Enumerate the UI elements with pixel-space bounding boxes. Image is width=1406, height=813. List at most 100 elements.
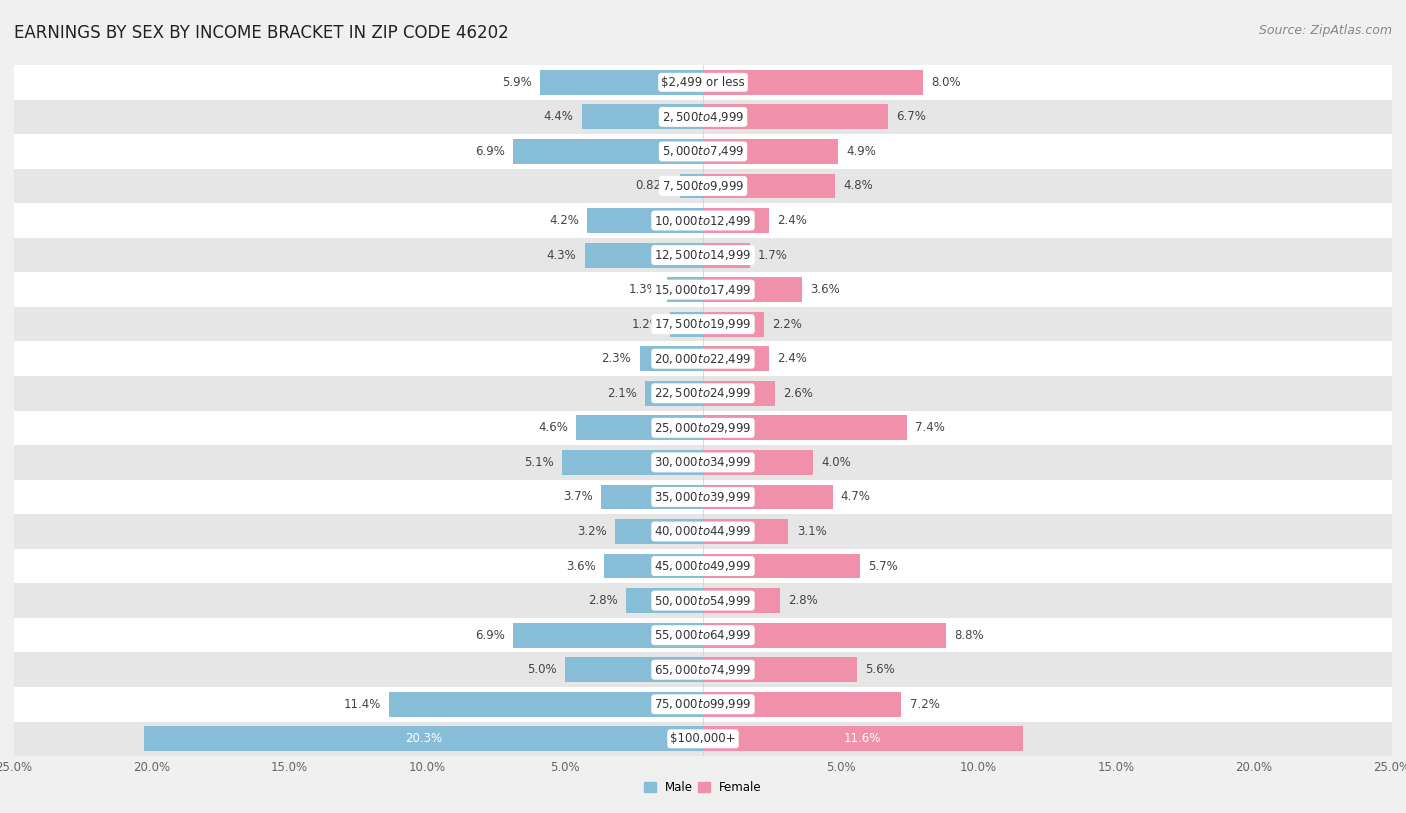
Text: 0.82%: 0.82%: [636, 180, 672, 193]
Bar: [626, 588, 703, 613]
Text: $7,500 to $9,999: $7,500 to $9,999: [662, 179, 744, 193]
Bar: [14, 687, 1392, 722]
Text: 4.8%: 4.8%: [844, 180, 873, 193]
Bar: [14, 168, 1392, 203]
Text: $40,000 to $44,999: $40,000 to $44,999: [654, 524, 752, 538]
Bar: [703, 657, 858, 682]
Bar: [14, 203, 1392, 237]
Bar: [703, 277, 803, 302]
Bar: [576, 415, 703, 441]
Bar: [603, 554, 703, 579]
Text: 5.1%: 5.1%: [524, 456, 554, 469]
Text: 4.9%: 4.9%: [846, 145, 876, 158]
Bar: [14, 549, 1392, 583]
Text: 2.8%: 2.8%: [789, 594, 818, 607]
Text: 5.0%: 5.0%: [527, 663, 557, 676]
Bar: [565, 657, 703, 682]
Bar: [14, 514, 1392, 549]
Bar: [14, 272, 1392, 307]
Legend: Male, Female: Male, Female: [640, 776, 766, 798]
Bar: [703, 346, 769, 372]
Bar: [14, 480, 1392, 514]
Bar: [14, 341, 1392, 376]
Bar: [703, 450, 813, 475]
Bar: [513, 623, 703, 648]
Bar: [14, 652, 1392, 687]
Text: 11.4%: 11.4%: [343, 698, 381, 711]
Bar: [14, 237, 1392, 272]
Text: 1.3%: 1.3%: [628, 283, 659, 296]
Text: $22,500 to $24,999: $22,500 to $24,999: [654, 386, 752, 400]
Text: 1.2%: 1.2%: [631, 318, 662, 331]
Text: $2,500 to $4,999: $2,500 to $4,999: [662, 110, 744, 124]
Bar: [143, 726, 703, 751]
Bar: [14, 618, 1392, 652]
Bar: [14, 411, 1392, 445]
Text: $50,000 to $54,999: $50,000 to $54,999: [654, 593, 752, 607]
Text: 2.6%: 2.6%: [783, 387, 813, 400]
Bar: [703, 588, 780, 613]
Bar: [588, 208, 703, 233]
Bar: [703, 208, 769, 233]
Text: 7.4%: 7.4%: [915, 421, 945, 434]
Text: 5.9%: 5.9%: [502, 76, 531, 89]
Text: 3.2%: 3.2%: [576, 525, 606, 538]
Text: 11.6%: 11.6%: [844, 733, 882, 746]
Text: 2.1%: 2.1%: [607, 387, 637, 400]
Text: 5.7%: 5.7%: [869, 559, 898, 572]
Text: 7.2%: 7.2%: [910, 698, 939, 711]
Bar: [14, 65, 1392, 99]
Bar: [703, 623, 945, 648]
Text: 2.3%: 2.3%: [602, 352, 631, 365]
Bar: [703, 726, 1022, 751]
Text: 3.7%: 3.7%: [562, 490, 593, 503]
Bar: [14, 376, 1392, 411]
Text: 4.2%: 4.2%: [550, 214, 579, 227]
Text: 2.2%: 2.2%: [772, 318, 801, 331]
Text: 5.6%: 5.6%: [866, 663, 896, 676]
Text: 4.6%: 4.6%: [538, 421, 568, 434]
Bar: [703, 554, 860, 579]
Text: $10,000 to $12,499: $10,000 to $12,499: [654, 214, 752, 228]
Text: 4.0%: 4.0%: [821, 456, 851, 469]
Bar: [585, 242, 703, 267]
Text: $5,000 to $7,499: $5,000 to $7,499: [662, 145, 744, 159]
Text: $35,000 to $39,999: $35,000 to $39,999: [654, 490, 752, 504]
Text: $20,000 to $22,499: $20,000 to $22,499: [654, 352, 752, 366]
Text: 20.3%: 20.3%: [405, 733, 441, 746]
Text: 8.0%: 8.0%: [932, 76, 962, 89]
Bar: [703, 380, 775, 406]
Bar: [14, 307, 1392, 341]
Bar: [703, 415, 907, 441]
Bar: [669, 311, 703, 337]
Bar: [645, 380, 703, 406]
Text: $100,000+: $100,000+: [671, 733, 735, 746]
Bar: [14, 134, 1392, 168]
Text: 4.4%: 4.4%: [544, 111, 574, 124]
Bar: [703, 70, 924, 95]
Text: $30,000 to $34,999: $30,000 to $34,999: [654, 455, 752, 469]
Bar: [562, 450, 703, 475]
Bar: [640, 346, 703, 372]
Text: 1.7%: 1.7%: [758, 249, 787, 262]
Bar: [600, 485, 703, 510]
Text: $12,500 to $14,999: $12,500 to $14,999: [654, 248, 752, 262]
Bar: [703, 311, 763, 337]
Bar: [703, 173, 835, 198]
Bar: [681, 173, 703, 198]
Text: $65,000 to $74,999: $65,000 to $74,999: [654, 663, 752, 676]
Bar: [14, 583, 1392, 618]
Text: 3.6%: 3.6%: [810, 283, 841, 296]
Bar: [14, 99, 1392, 134]
Text: $2,499 or less: $2,499 or less: [661, 76, 745, 89]
Bar: [703, 104, 887, 129]
Bar: [703, 519, 789, 544]
Text: 6.9%: 6.9%: [475, 628, 505, 641]
Text: 6.7%: 6.7%: [896, 111, 925, 124]
Bar: [513, 139, 703, 164]
Bar: [14, 722, 1392, 756]
Bar: [14, 445, 1392, 480]
Text: EARNINGS BY SEX BY INCOME BRACKET IN ZIP CODE 46202: EARNINGS BY SEX BY INCOME BRACKET IN ZIP…: [14, 24, 509, 42]
Bar: [703, 692, 901, 717]
Text: 8.8%: 8.8%: [953, 628, 983, 641]
